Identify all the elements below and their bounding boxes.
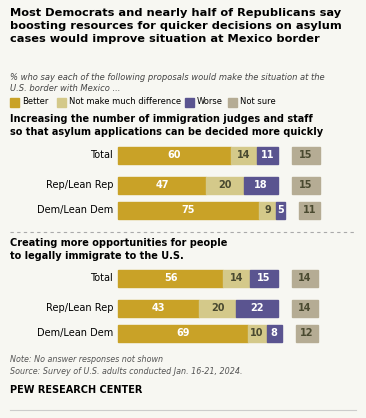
Text: Most Democrats and nearly half of Republicans say
boosting resources for quicker: Most Democrats and nearly half of Republ…: [10, 8, 342, 43]
Text: 15: 15: [299, 150, 313, 160]
Text: 47: 47: [156, 180, 169, 190]
Text: 60: 60: [168, 150, 181, 160]
Bar: [185, 97, 194, 107]
Text: Rep/Lean Rep: Rep/Lean Rep: [45, 303, 113, 313]
Text: Dem/Lean Dem: Dem/Lean Dem: [37, 205, 113, 215]
Bar: [244, 176, 278, 194]
Bar: [118, 176, 206, 194]
Text: Not sure: Not sure: [239, 97, 275, 107]
Bar: [292, 270, 318, 286]
Text: 14: 14: [298, 303, 312, 313]
Text: Dem/Lean Dem: Dem/Lean Dem: [37, 328, 113, 338]
Text: 15: 15: [299, 180, 313, 190]
Text: 10: 10: [250, 328, 264, 338]
Bar: [250, 270, 278, 286]
Bar: [257, 146, 278, 163]
Bar: [118, 146, 231, 163]
Text: 22: 22: [250, 303, 264, 313]
Text: 75: 75: [182, 205, 195, 215]
Text: 12: 12: [300, 328, 314, 338]
Bar: [259, 201, 276, 219]
Text: 14: 14: [237, 150, 251, 160]
Text: Worse: Worse: [197, 97, 223, 107]
Bar: [296, 324, 318, 342]
Bar: [118, 201, 259, 219]
Text: 18: 18: [254, 180, 268, 190]
Text: 56: 56: [164, 273, 178, 283]
Text: 43: 43: [152, 303, 165, 313]
Bar: [231, 146, 257, 163]
Text: Rep/Lean Rep: Rep/Lean Rep: [45, 180, 113, 190]
Text: 69: 69: [176, 328, 190, 338]
Bar: [292, 300, 318, 316]
Text: PEW RESEARCH CENTER: PEW RESEARCH CENTER: [10, 385, 142, 395]
Bar: [206, 176, 244, 194]
Bar: [118, 270, 223, 286]
Bar: [299, 201, 320, 219]
Bar: [292, 146, 320, 163]
Text: Total: Total: [90, 150, 113, 160]
Bar: [10, 97, 19, 107]
Text: Source: Survey of U.S. adults conducted Jan. 16-21, 2024.: Source: Survey of U.S. adults conducted …: [10, 367, 243, 376]
Text: 8: 8: [270, 328, 277, 338]
Text: % who say each of the following proposals would make the situation at the
U.S. b: % who say each of the following proposal…: [10, 73, 325, 93]
Bar: [57, 97, 66, 107]
Bar: [276, 201, 285, 219]
Bar: [199, 300, 236, 316]
Text: 14: 14: [298, 273, 312, 283]
Bar: [223, 270, 250, 286]
Text: Better: Better: [22, 97, 48, 107]
Text: 14: 14: [230, 273, 243, 283]
Bar: [266, 324, 281, 342]
Text: 20: 20: [211, 303, 224, 313]
Text: Increasing the number of immigration judges and staff
so that asylum application: Increasing the number of immigration jud…: [10, 114, 323, 137]
Text: 20: 20: [219, 180, 232, 190]
Text: Total: Total: [90, 273, 113, 283]
Text: 9: 9: [264, 205, 271, 215]
Text: 15: 15: [257, 273, 270, 283]
Text: 5: 5: [277, 205, 284, 215]
Bar: [228, 97, 236, 107]
Text: 11: 11: [303, 205, 317, 215]
Text: Note: No answer responses not shown: Note: No answer responses not shown: [10, 355, 163, 364]
Text: Creating more opportunities for people
to legally immigrate to the U.S.: Creating more opportunities for people t…: [10, 238, 227, 261]
Bar: [292, 176, 320, 194]
Bar: [248, 324, 266, 342]
Bar: [118, 324, 248, 342]
Bar: [236, 300, 278, 316]
Text: 11: 11: [261, 150, 274, 160]
Text: Not make much difference: Not make much difference: [69, 97, 181, 107]
Bar: [118, 300, 199, 316]
